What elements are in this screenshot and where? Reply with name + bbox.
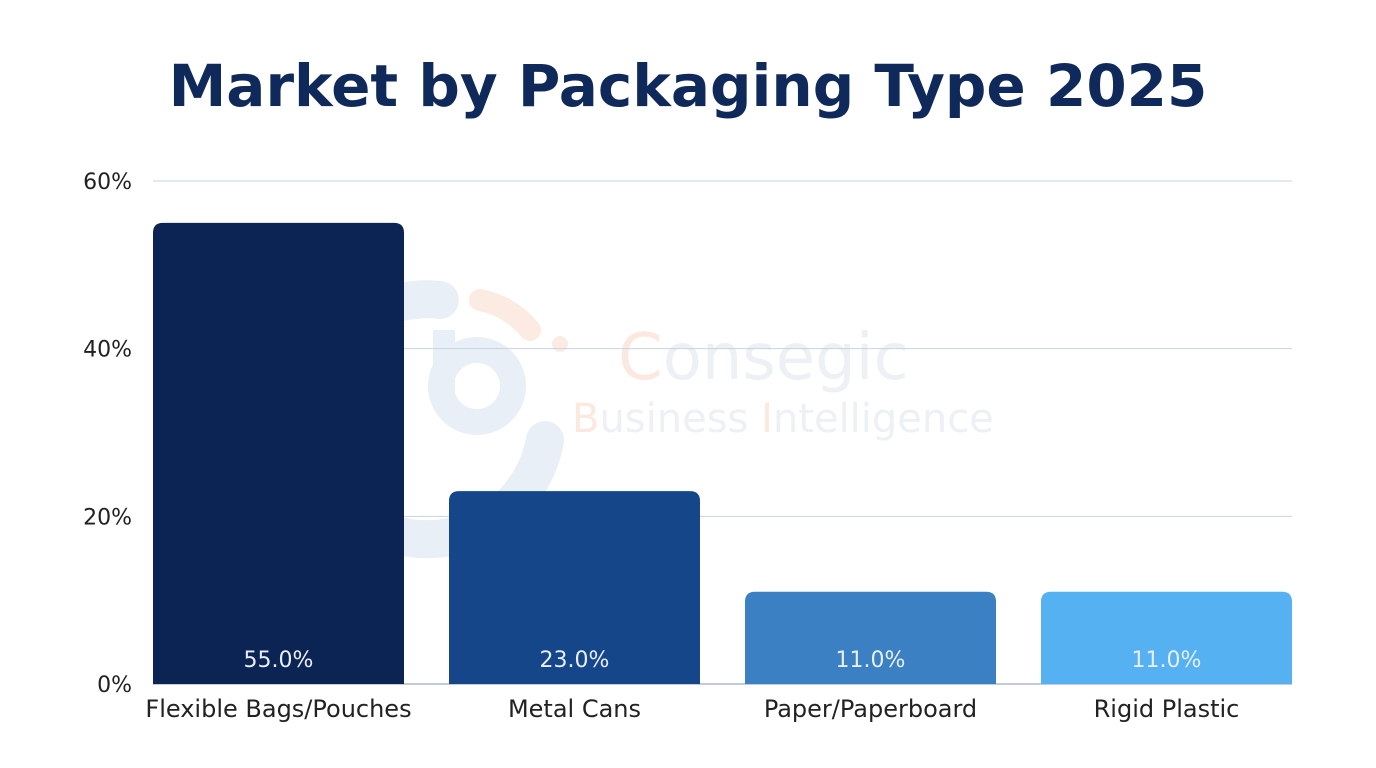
y-tick-label: 0% [97, 673, 132, 698]
bar [449, 491, 700, 684]
x-category-label: Paper/Paperboard [764, 695, 977, 723]
bar [1041, 591, 1292, 684]
data-label: 55.0% [244, 648, 314, 673]
x-category-label: Metal Cans [508, 695, 641, 723]
data-label: 11.0% [1132, 648, 1202, 673]
data-label: 23.0% [540, 648, 610, 673]
y-tick-label: 60% [83, 170, 132, 195]
svg-text:Business Intelligence: Business Intelligence [572, 396, 994, 442]
chart-title: Market by Packaging Type 2025 [168, 52, 1208, 120]
bar [745, 591, 996, 684]
data-label: 11.0% [836, 648, 906, 673]
x-category-label: Rigid Plastic [1094, 695, 1240, 723]
x-category-label: Flexible Bags/Pouches [145, 695, 411, 723]
y-tick-label: 40% [83, 338, 132, 363]
bar [153, 222, 404, 684]
svg-text:Consegic: Consegic [618, 321, 909, 395]
y-tick-label: 20% [83, 505, 132, 530]
